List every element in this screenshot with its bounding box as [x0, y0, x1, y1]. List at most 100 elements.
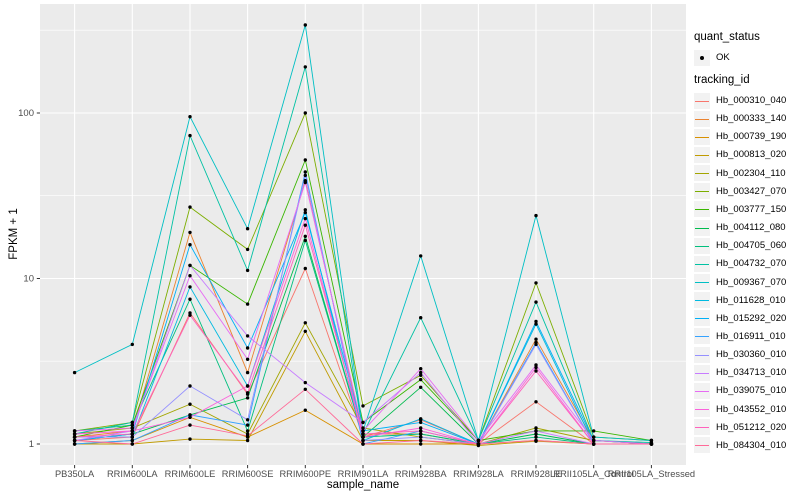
data-point — [534, 435, 538, 439]
data-point — [130, 432, 134, 436]
data-point — [303, 170, 307, 174]
x-tick-label: RRIM600LA — [107, 469, 158, 479]
data-point — [188, 285, 192, 289]
legend-item-Hb_039075_010: Hb_039075_010 — [694, 382, 786, 399]
data-point — [188, 384, 192, 388]
legend-item-Hb_000333_140: Hb_000333_140 — [694, 110, 786, 127]
data-point — [534, 322, 538, 326]
legend-item-label: Hb_084304_010 — [716, 439, 787, 451]
legend-item-Hb_043552_010: Hb_043552_010 — [694, 401, 786, 418]
legend-line-swatch-icon — [695, 372, 709, 374]
legend-line-swatch-icon — [695, 173, 709, 175]
data-point — [419, 385, 423, 389]
data-point — [534, 213, 538, 218]
legend-item-label: Hb_000333_140 — [716, 113, 787, 125]
data-point — [245, 268, 250, 273]
data-point — [534, 365, 538, 370]
y-axis-title: FPKM + 1 — [8, 208, 20, 260]
data-point — [419, 254, 423, 258]
data-point — [245, 334, 250, 338]
data-point — [303, 223, 307, 227]
data-point — [534, 438, 538, 443]
data-point — [188, 297, 192, 301]
data-point — [534, 319, 538, 324]
legend-key-box — [694, 183, 710, 200]
data-point — [592, 438, 596, 443]
data-point — [303, 238, 307, 243]
legend-item-label: Hb_000813_020 — [716, 149, 787, 161]
data-point — [188, 402, 192, 406]
legend-key-box — [694, 237, 710, 254]
legend-line-swatch-icon — [695, 354, 709, 356]
data-point — [245, 302, 250, 306]
point-marker-icon — [700, 55, 704, 60]
data-point — [130, 429, 134, 433]
y-tick-label: 1 — [29, 439, 34, 450]
legend-item-label: Hb_000739_190 — [716, 131, 787, 143]
x-tick-label: RRIM928LA — [453, 469, 504, 479]
data-point — [188, 230, 192, 235]
data-point — [188, 413, 192, 417]
data-point — [649, 442, 654, 446]
data-point — [72, 435, 77, 439]
legend-item-Hb_034713_010: Hb_034713_010 — [694, 364, 786, 381]
legend-key-box — [694, 146, 710, 163]
legend-key-box — [694, 274, 710, 290]
data-point — [419, 432, 423, 436]
data-point — [245, 434, 250, 438]
legend-line-swatch-icon — [695, 136, 709, 138]
x-axis-title: sample_name — [326, 479, 400, 491]
data-point — [419, 373, 423, 377]
legend-key-box — [694, 346, 710, 363]
legend-item-Hb_030360_010: Hb_030360_010 — [694, 346, 786, 363]
legend-item-label: Hb_030360_010 — [716, 349, 787, 361]
legend-item-label: Hb_043552_010 — [716, 403, 787, 415]
data-point — [592, 442, 596, 446]
data-point — [476, 442, 481, 446]
data-point — [245, 391, 250, 395]
data-point — [419, 316, 423, 320]
legend-line-swatch-icon — [695, 318, 709, 320]
data-point — [534, 300, 538, 304]
legend-item-label: Hb_004732_070 — [716, 258, 787, 270]
legend-line-swatch-icon — [695, 118, 709, 120]
data-point — [72, 432, 77, 436]
data-point — [361, 438, 365, 443]
legend-line-swatch-icon — [695, 445, 709, 447]
data-point — [245, 418, 250, 422]
data-point — [534, 281, 538, 285]
legend-item-Hb_002304_110: Hb_002304_110 — [694, 165, 786, 182]
legend-line-swatch-icon — [695, 209, 709, 211]
legend-item-Hb_003777_150: Hb_003777_150 — [694, 201, 786, 218]
data-point — [130, 342, 134, 347]
legend-key-box — [694, 364, 710, 381]
legend-line-swatch-icon — [695, 390, 709, 392]
legend-item-label: Hb_034713_010 — [716, 367, 787, 379]
legend-key-box — [694, 437, 710, 454]
legend-key-box — [694, 219, 710, 236]
data-point — [303, 65, 307, 69]
data-point — [188, 133, 192, 138]
data-point — [245, 227, 250, 231]
legend-key-box — [694, 128, 710, 145]
legend-key-box — [694, 49, 710, 66]
legend-key-box — [694, 292, 710, 309]
data-point — [130, 426, 134, 430]
legend-line-swatch-icon — [695, 263, 709, 265]
data-point — [130, 420, 134, 425]
legend-item-Hb_004112_080: Hb_004112_080 — [694, 219, 786, 236]
legend-line-swatch-icon — [695, 427, 709, 429]
legend-item-label: Hb_004705_060 — [716, 240, 787, 252]
data-point — [130, 423, 134, 427]
x-tick-label: RRIM600SE — [222, 469, 274, 479]
legend-item-Hb_000813_020: Hb_000813_020 — [694, 146, 786, 163]
data-point — [361, 404, 365, 408]
data-point — [245, 357, 250, 361]
data-point — [419, 438, 423, 443]
legend-item-label: Hb_016911_010 — [716, 330, 786, 342]
data-point — [245, 370, 250, 375]
data-point — [245, 438, 250, 443]
x-tick-label: PB350LA — [55, 469, 95, 479]
